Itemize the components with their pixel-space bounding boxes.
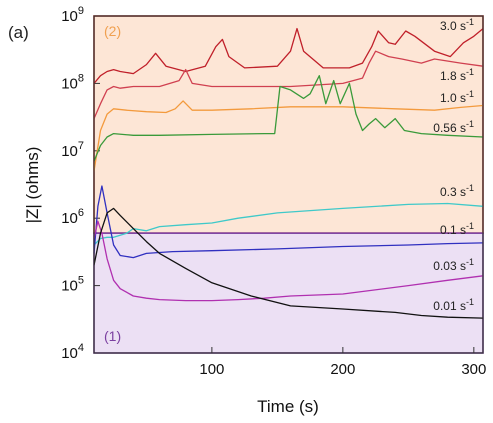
region-label: (1) bbox=[104, 328, 121, 344]
series-label: 0.01 s-1 bbox=[433, 297, 474, 313]
series-label: 1.8 s-1 bbox=[440, 67, 474, 83]
y-tick-label: 108 bbox=[61, 72, 84, 92]
plot-frame bbox=[93, 15, 484, 354]
series-label: 0.03 s-1 bbox=[433, 257, 474, 273]
series-line-6 bbox=[93, 185, 484, 259]
y-tick-label: 106 bbox=[61, 207, 84, 227]
series-line-3 bbox=[93, 100, 484, 172]
x-tick-label: 300 bbox=[461, 361, 486, 378]
series-labels-layer: 3.0 s-1 1.8 s-1 1.0 s-1 0.56 s-1 0.3 s-1 0.1 … bbox=[433, 17, 474, 313]
series-label: 0.1 s-1 bbox=[440, 221, 474, 237]
y-tick-label: 107 bbox=[61, 140, 84, 160]
x-tick-label: 200 bbox=[330, 361, 355, 378]
y-tick-label: 109 bbox=[61, 5, 84, 25]
y-tick-label: 104 bbox=[61, 342, 84, 362]
regions-layer: (2) (1) bbox=[93, 15, 484, 354]
region-2 bbox=[93, 232, 484, 354]
series-line-8 bbox=[93, 207, 484, 319]
region-label: (2) bbox=[104, 23, 121, 39]
y-axis-label: |Z| (ohms) bbox=[23, 147, 42, 224]
x-tick-label: 100 bbox=[199, 361, 224, 378]
series-label: 0.3 s-1 bbox=[440, 183, 474, 199]
series-line-7 bbox=[93, 220, 484, 302]
series-line-4 bbox=[93, 75, 484, 162]
y-tick-label: 105 bbox=[61, 275, 84, 295]
panel-label: (a) bbox=[8, 23, 29, 42]
series-layer bbox=[93, 27, 484, 319]
x-axis-label: Time (s) bbox=[257, 397, 319, 416]
series-label: 3.0 s-1 bbox=[440, 17, 474, 33]
series-label: 1.0 s-1 bbox=[440, 89, 474, 105]
series-line-2 bbox=[93, 50, 484, 119]
series-line-1 bbox=[93, 27, 484, 84]
series-label: 0.56 s-1 bbox=[433, 119, 474, 135]
region-1 bbox=[93, 15, 484, 234]
